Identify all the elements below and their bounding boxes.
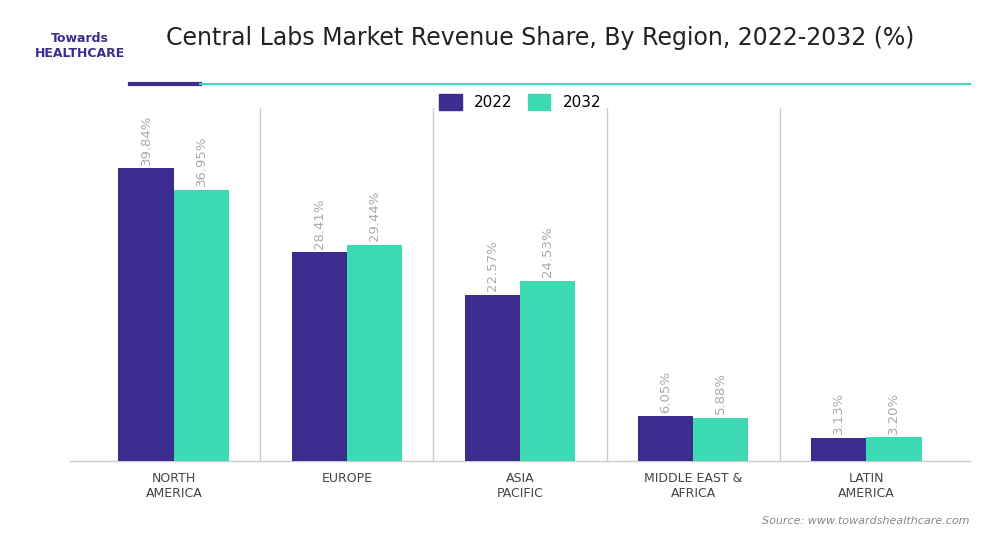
Text: 24.53%: 24.53% [541,227,554,277]
Text: 6.05%: 6.05% [659,371,672,412]
Bar [811,438,866,461]
Text: Towards
HEALTHCARE: Towards HEALTHCARE [35,32,125,60]
Legend: 2022, 2032: 2022, 2032 [433,88,607,116]
Bar [118,168,174,461]
Bar [465,295,520,461]
Bar [693,417,748,461]
Text: 3.20%: 3.20% [887,391,900,434]
Text: 29.44%: 29.44% [368,191,381,241]
Bar [347,244,402,461]
Text: Source: www.towardshealthcare.com: Source: www.towardshealthcare.com [763,516,970,526]
Bar [866,437,922,461]
Text: 28.41%: 28.41% [313,198,326,249]
Text: 39.84%: 39.84% [140,114,153,165]
Bar [292,252,347,461]
Bar [174,190,229,461]
Text: 3.13%: 3.13% [832,392,845,434]
Text: 22.57%: 22.57% [486,241,499,292]
Text: 36.95%: 36.95% [195,136,208,186]
Bar [638,416,693,461]
Text: 5.88%: 5.88% [714,372,727,414]
Text: Central Labs Market Revenue Share, By Region, 2022-2032 (%): Central Labs Market Revenue Share, By Re… [166,26,914,50]
Bar [520,281,575,461]
